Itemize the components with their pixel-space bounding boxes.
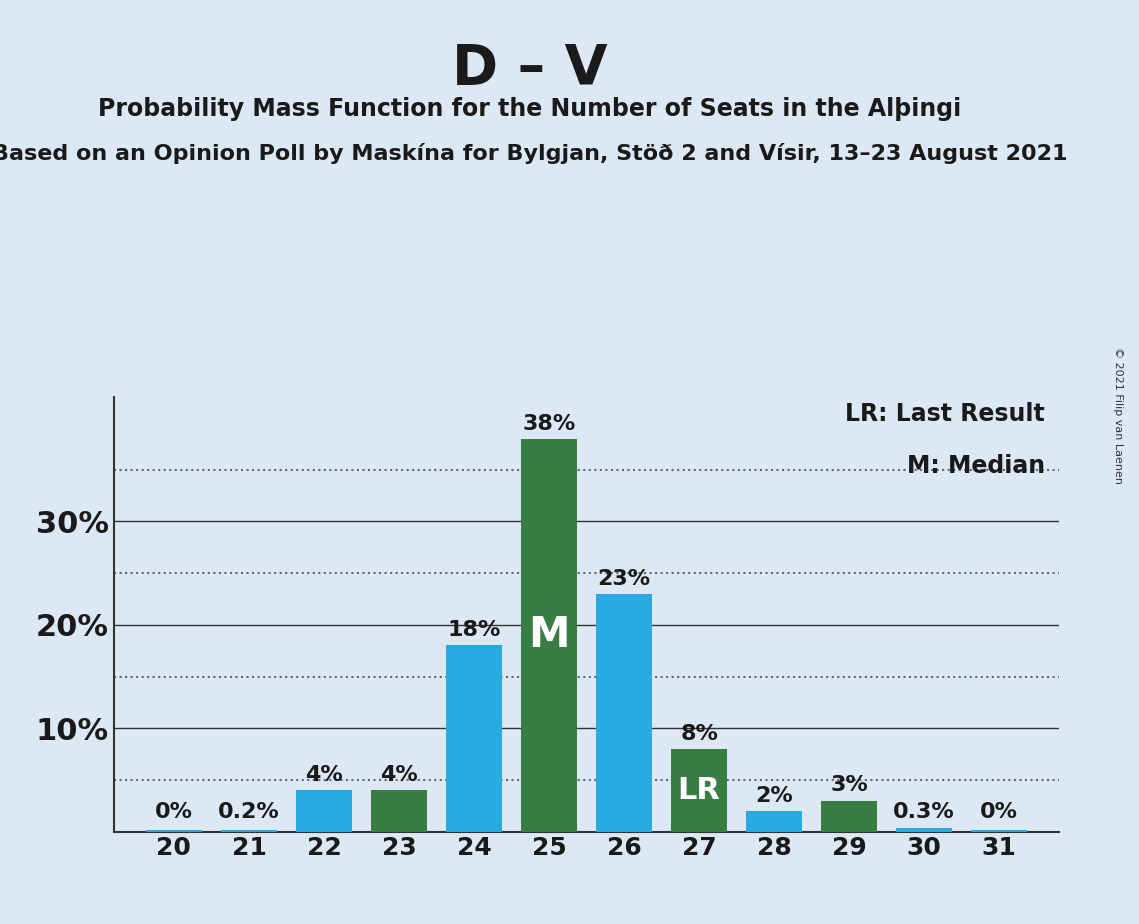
- Bar: [671, 748, 728, 832]
- Text: 38%: 38%: [523, 414, 575, 433]
- Text: 4%: 4%: [380, 765, 418, 785]
- Text: D – V: D – V: [452, 42, 607, 95]
- Text: LR: Last Result: LR: Last Result: [845, 402, 1046, 426]
- Bar: [972, 830, 1027, 832]
- Bar: [221, 830, 277, 832]
- Bar: [746, 811, 802, 832]
- Bar: [445, 646, 502, 832]
- Text: Based on an Opinion Poll by Maskína for Bylgjan, Stöð 2 and Vísir, 13–23 August : Based on an Opinion Poll by Maskína for …: [0, 143, 1067, 164]
- Text: © 2021 Filip van Laenen: © 2021 Filip van Laenen: [1114, 347, 1123, 484]
- Text: 8%: 8%: [680, 723, 718, 744]
- Text: 0.2%: 0.2%: [218, 802, 280, 822]
- Text: M: M: [528, 614, 570, 656]
- Bar: [821, 800, 877, 832]
- Bar: [596, 594, 653, 832]
- Text: 2%: 2%: [755, 785, 793, 806]
- Text: 0%: 0%: [155, 802, 192, 822]
- Bar: [146, 830, 202, 832]
- Bar: [521, 439, 577, 832]
- Text: Probability Mass Function for the Number of Seats in the Alþingi: Probability Mass Function for the Number…: [98, 97, 961, 121]
- Bar: [896, 829, 952, 832]
- Bar: [371, 790, 427, 832]
- Bar: [296, 790, 352, 832]
- Text: 23%: 23%: [598, 568, 650, 589]
- Text: LR: LR: [678, 776, 721, 805]
- Bar: [221, 830, 277, 832]
- Text: 4%: 4%: [305, 765, 343, 785]
- Text: M: Median: M: Median: [907, 454, 1046, 478]
- Text: 18%: 18%: [448, 620, 501, 640]
- Text: 0.3%: 0.3%: [893, 802, 956, 822]
- Text: 3%: 3%: [830, 775, 868, 796]
- Text: 0%: 0%: [981, 802, 1018, 822]
